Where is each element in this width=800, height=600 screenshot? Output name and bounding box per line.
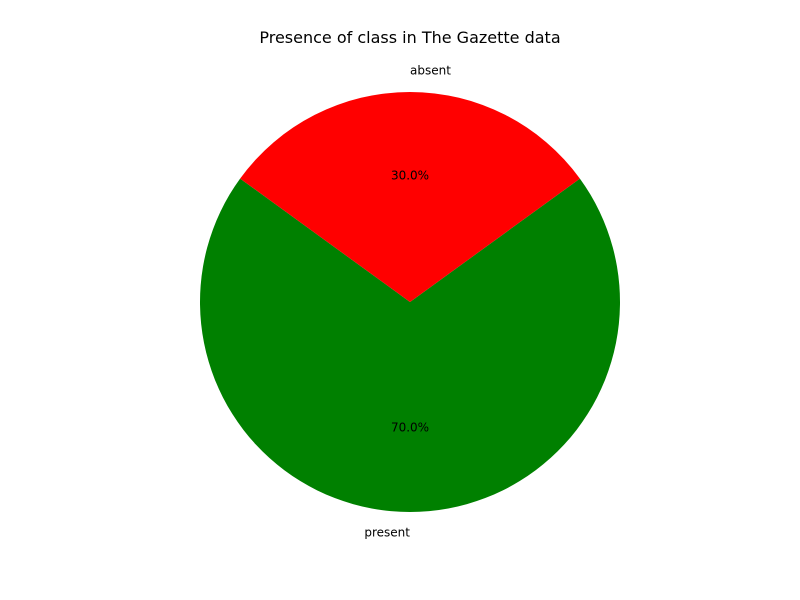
pie-slice-absent [240,91,580,302]
slice-label-absent: absent [410,64,451,78]
pie-labels: present 70.0% absent 30.0% [364,64,451,540]
pie-slices [200,91,621,513]
slice-percent-present: 70.0% [391,421,429,435]
chart-title: Presence of class in The Gazette data [259,28,560,47]
slice-percent-absent: 30.0% [391,169,429,183]
pie-slice-present [200,178,621,513]
slice-label-present: present [364,526,410,540]
